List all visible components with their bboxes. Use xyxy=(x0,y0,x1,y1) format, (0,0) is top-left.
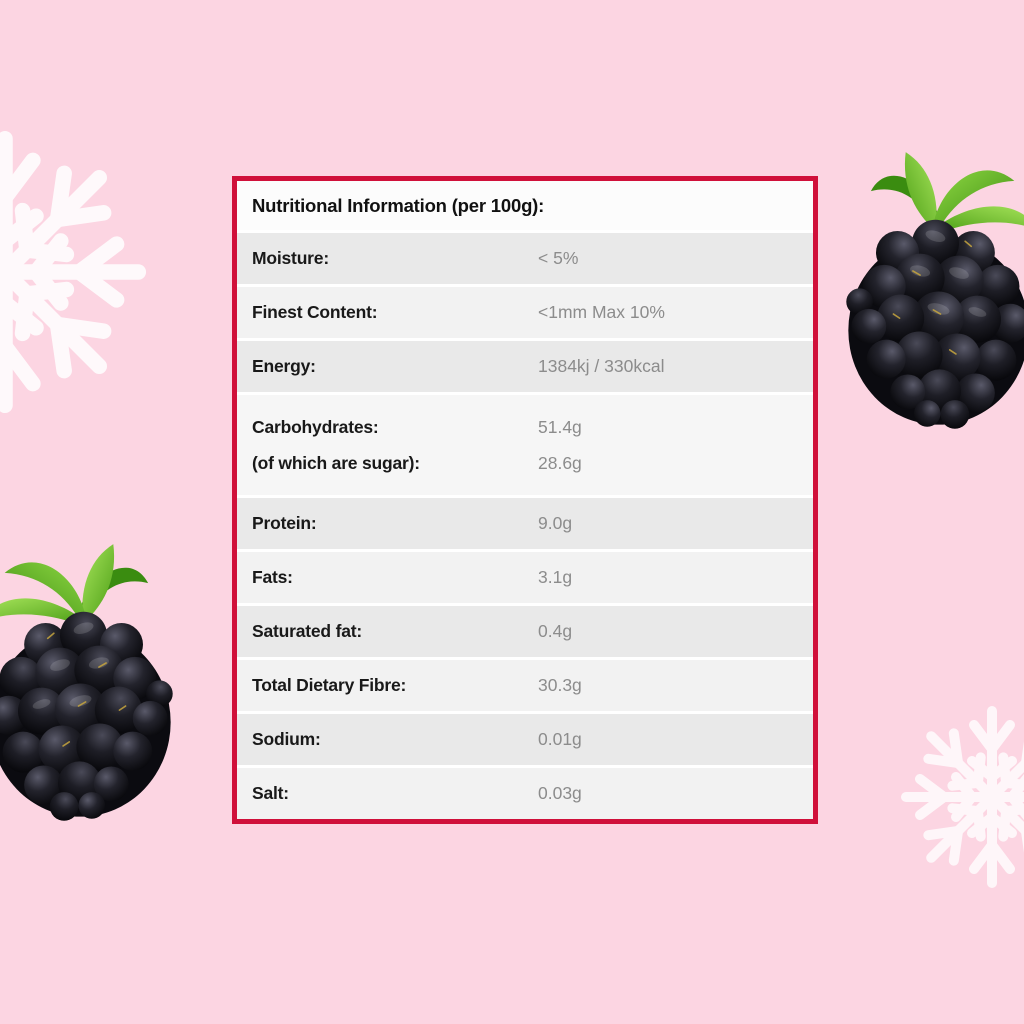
table-title: Nutritional Information (per 100g): xyxy=(252,194,545,216)
snowflake-icon xyxy=(0,117,160,427)
nutrient-value: 51.4g xyxy=(538,416,582,437)
nutrient-value: < 5% xyxy=(538,248,579,268)
table-row-dietary-fibre: Total Dietary Fibre: 30.3g xyxy=(237,660,813,711)
table-row-fats: Fats: 3.1g xyxy=(237,552,813,603)
table-row-protein: Protein: 9.0g xyxy=(237,498,813,549)
nutrient-label: Total Dietary Fibre: xyxy=(252,675,407,695)
nutrient-label: Energy: xyxy=(252,356,316,376)
table-row-carbohydrates: Carbohydrates: 51.4g (of which are sugar… xyxy=(237,395,813,495)
carbohydrates-line: Carbohydrates: 51.4g xyxy=(237,409,813,445)
blackberry-image xyxy=(0,543,174,822)
nutrient-value: 9.0g xyxy=(538,513,573,533)
nutrient-label: (of which are sugar): xyxy=(252,452,420,473)
table-header-row: Nutritional Information (per 100g): xyxy=(237,181,813,230)
nutrient-value: 0.4g xyxy=(538,621,573,641)
nutrient-value: 3.1g xyxy=(538,567,573,587)
nutrient-value: 28.6g xyxy=(538,452,582,473)
nutrient-label: Protein: xyxy=(252,513,317,533)
table-row-moisture: Moisture: < 5% xyxy=(237,233,813,284)
nutrient-label: Salt: xyxy=(252,783,289,803)
nutrient-value: <1mm Max 10% xyxy=(538,302,665,322)
table-row-salt: Salt: 0.03g xyxy=(237,768,813,819)
nutrient-value: 1384kj / 330kcal xyxy=(538,356,665,376)
table-row-finest-content: Finest Content: <1mm Max 10% xyxy=(237,287,813,338)
nutrient-label: Sodium: xyxy=(252,729,321,749)
nutrient-value: 0.01g xyxy=(538,729,582,749)
snowflake-icon xyxy=(892,697,1024,897)
nutrition-table: Nutritional Information (per 100g): Mois… xyxy=(232,176,818,824)
nutrient-value: 30.3g xyxy=(538,675,582,695)
nutrient-label: Fats: xyxy=(252,567,293,587)
blackberry-image xyxy=(845,151,1024,430)
nutrient-value: 0.03g xyxy=(538,783,582,803)
sugar-line: (of which are sugar): 28.6g xyxy=(237,445,813,481)
nutrient-label: Finest Content: xyxy=(252,302,378,322)
table-row-energy: Energy: 1384kj / 330kcal xyxy=(237,341,813,392)
table-row-saturated-fat: Saturated fat: 0.4g xyxy=(237,606,813,657)
nutrient-label: Moisture: xyxy=(252,248,329,268)
table-row-sodium: Sodium: 0.01g xyxy=(237,714,813,765)
nutrient-label: Saturated fat: xyxy=(252,621,362,641)
nutrient-label: Carbohydrates: xyxy=(252,416,379,437)
